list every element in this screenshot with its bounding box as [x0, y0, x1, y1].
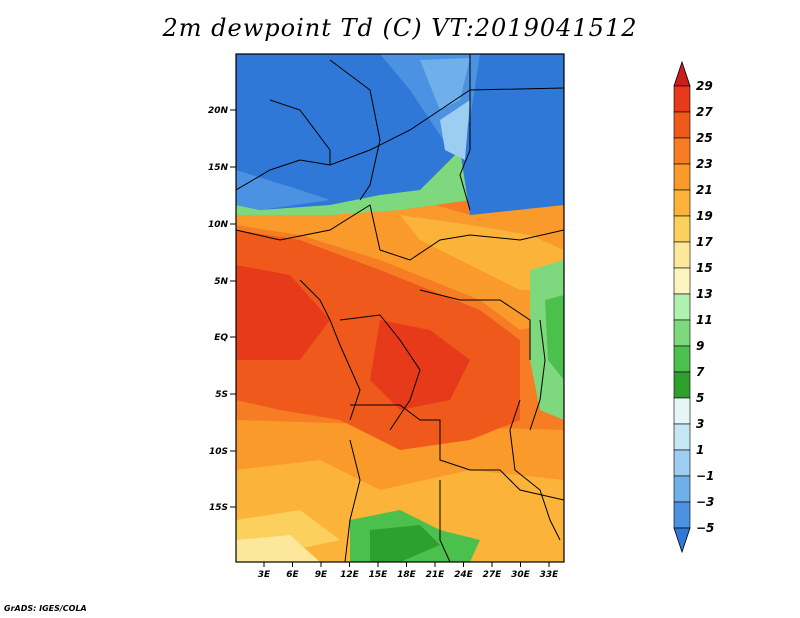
- lon-tick-label: 27E: [483, 570, 503, 580]
- colorbar-segment: [673, 319, 691, 347]
- colorbar-segment: [673, 475, 691, 503]
- lat-tick-label: 5S: [215, 390, 228, 400]
- lon-tick-label: 3E: [258, 570, 271, 580]
- colorbar-segment: [673, 189, 691, 217]
- colorbar-label: 29: [696, 79, 713, 93]
- lon-tick-label: 21E: [426, 570, 446, 580]
- colorbar-label: −1: [696, 469, 714, 483]
- lat-tick-label: 15N: [208, 163, 229, 173]
- country-borders: [236, 54, 564, 562]
- colorbar-segment: [673, 423, 691, 451]
- lon-tick-label: 24E: [454, 570, 474, 580]
- lat-tick-label: 10N: [208, 220, 229, 230]
- colorbar-segment: [673, 267, 691, 295]
- colorbar-label: 3: [696, 417, 704, 431]
- lat-axis: 20N 15N 10N 5N EQ 5S 10S 15S: [208, 106, 236, 513]
- colorbar-label: 5: [696, 391, 704, 405]
- lat-tick-label: 10S: [209, 447, 228, 457]
- dewpoint-field: [236, 54, 564, 562]
- colorbar-label: 23: [696, 157, 713, 171]
- colorbar-label: 27: [696, 105, 713, 119]
- lat-tick-label: 20N: [208, 106, 229, 116]
- colorbar-label: 13: [696, 287, 713, 301]
- colorbar-bottom-arrow: [673, 527, 691, 554]
- grads-credit: GrADS: IGES/COLA: [4, 604, 87, 613]
- lon-tick-label: 30E: [511, 570, 531, 580]
- colorbar-top-arrow: [673, 60, 691, 87]
- colorbar-label: 25: [696, 131, 713, 145]
- colorbar-segment: [673, 111, 691, 139]
- colorbar-label: 1: [696, 443, 704, 457]
- colorbar-segment: [673, 215, 691, 243]
- colorbar-segment: [673, 85, 691, 113]
- lon-tick-label: 12E: [340, 570, 360, 580]
- lon-tick-label: 18E: [397, 570, 417, 580]
- lat-tick-label: 15S: [209, 503, 228, 513]
- colorbar-segment: [673, 501, 691, 529]
- colorbar: 29 27 25 23 21 19 17 15 13 11 9 7 5 3 1 −1 −3 −5: [673, 60, 714, 554]
- colorbar-label: −5: [696, 521, 714, 535]
- colorbar-segment: [673, 137, 691, 165]
- colorbar-label: −3: [696, 495, 714, 509]
- colorbar-segment: [673, 163, 691, 191]
- colorbar-segment: [673, 241, 691, 269]
- colorbar-label: 15: [696, 261, 713, 275]
- map-title: 2m dewpoint Td (C) VT:2019041512: [162, 14, 638, 42]
- colorbar-label: 17: [696, 235, 713, 249]
- lon-axis: 3E 6E 9E 12E 15E 18E 21E 24E 27E 30E 33E: [258, 562, 559, 580]
- colorbar-segment: [673, 371, 691, 399]
- colorbar-segment: [673, 345, 691, 373]
- lat-tick-label: 5N: [214, 277, 228, 287]
- lon-tick-label: 33E: [540, 570, 560, 580]
- colorbar-segment: [673, 293, 691, 321]
- lon-tick-label: 15E: [369, 570, 389, 580]
- colorbar-label: 7: [696, 365, 705, 379]
- colorbar-label: 11: [696, 313, 713, 327]
- colorbar-label: 9: [696, 339, 704, 353]
- lon-tick-label: 9E: [315, 570, 328, 580]
- colorbar-segment: [673, 449, 691, 477]
- lat-tick-label: EQ: [214, 333, 228, 343]
- lon-tick-label: 6E: [286, 570, 299, 580]
- colorbar-label: 21: [696, 183, 713, 197]
- colorbar-label: 19: [696, 209, 713, 223]
- map-frame: [235, 53, 565, 563]
- colorbar-segment: [673, 397, 691, 425]
